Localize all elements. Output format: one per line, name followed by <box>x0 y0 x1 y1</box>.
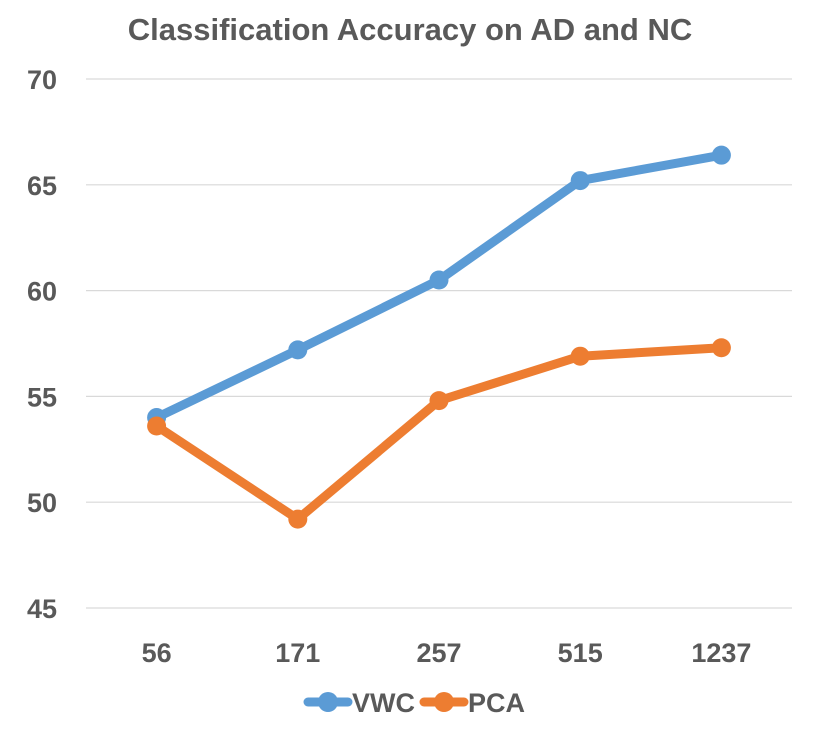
series-group <box>147 145 731 529</box>
legend-item-vwc[interactable]: VWC <box>303 688 415 718</box>
x-tick-label: 1237 <box>691 638 751 668</box>
data-point-pca <box>147 416 167 436</box>
legend-marker-swatch <box>318 692 338 712</box>
legend[interactable]: VWC PCA <box>303 688 525 718</box>
data-point-vwc <box>711 145 731 165</box>
x-tick-label: 56 <box>142 638 172 668</box>
chart-title: Classification Accuracy on AD and NC <box>128 12 692 47</box>
data-point-pca <box>570 346 590 366</box>
legend-label: VWC <box>352 688 415 718</box>
x-tick-label: 257 <box>416 638 461 668</box>
data-point-vwc <box>288 340 308 360</box>
x-axis-ticks: 56 171 257 515 1237 <box>142 638 752 668</box>
data-point-vwc <box>570 171 590 191</box>
data-point-pca <box>711 338 731 358</box>
y-tick-label: 65 <box>27 171 57 201</box>
legend-item-pca[interactable]: PCA <box>419 688 525 718</box>
data-point-pca <box>288 509 308 529</box>
y-tick-label: 50 <box>27 488 57 518</box>
y-tick-label: 45 <box>27 594 57 624</box>
y-axis-ticks: 45 50 55 60 65 70 <box>27 65 57 624</box>
legend-label: PCA <box>468 688 525 718</box>
data-point-pca <box>429 391 449 411</box>
x-tick-label: 171 <box>275 638 320 668</box>
y-tick-label: 70 <box>27 65 57 95</box>
y-tick-label: 55 <box>27 382 57 412</box>
x-tick-label: 515 <box>558 638 603 668</box>
y-tick-label: 60 <box>27 277 57 307</box>
legend-marker-swatch <box>434 692 454 712</box>
data-point-vwc <box>429 270 449 290</box>
